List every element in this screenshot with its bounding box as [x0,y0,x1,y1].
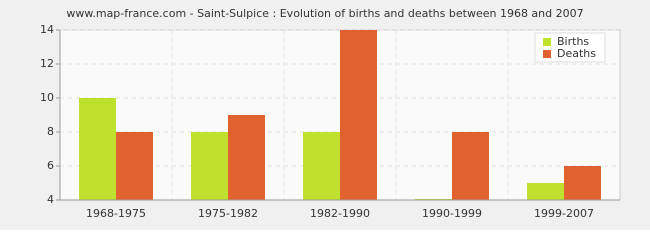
x-tick-label: 1982-1990 [310,207,370,220]
y-tick-label: 8 [47,125,54,138]
legend-swatch [543,38,551,46]
bar [303,132,340,200]
y-tick-label: 14 [40,23,54,36]
bar [564,166,601,200]
bar [79,98,116,200]
bar [527,183,564,200]
legend-label: Births [557,35,589,48]
x-tick-label: 1999-2007 [534,207,594,220]
y-tick-label: 12 [40,57,54,70]
bar [452,132,489,200]
y-tick-label: 4 [47,193,54,206]
bar [340,30,377,200]
x-tick-label: 1990-1999 [422,207,482,220]
x-tick-label: 1975-1982 [198,207,258,220]
x-tick-label: 1968-1975 [86,207,146,220]
legend-swatch [543,50,551,58]
chart: www.map-france.com - Saint-Sulpice : Evo… [0,0,650,230]
y-tick-label: 10 [40,91,54,104]
bar [191,132,228,200]
bar [228,115,265,200]
legend-label: Deaths [557,47,596,60]
y-tick-label: 6 [47,159,54,172]
chart-title: www.map-france.com - Saint-Sulpice : Evo… [66,7,583,20]
bar [116,132,153,200]
